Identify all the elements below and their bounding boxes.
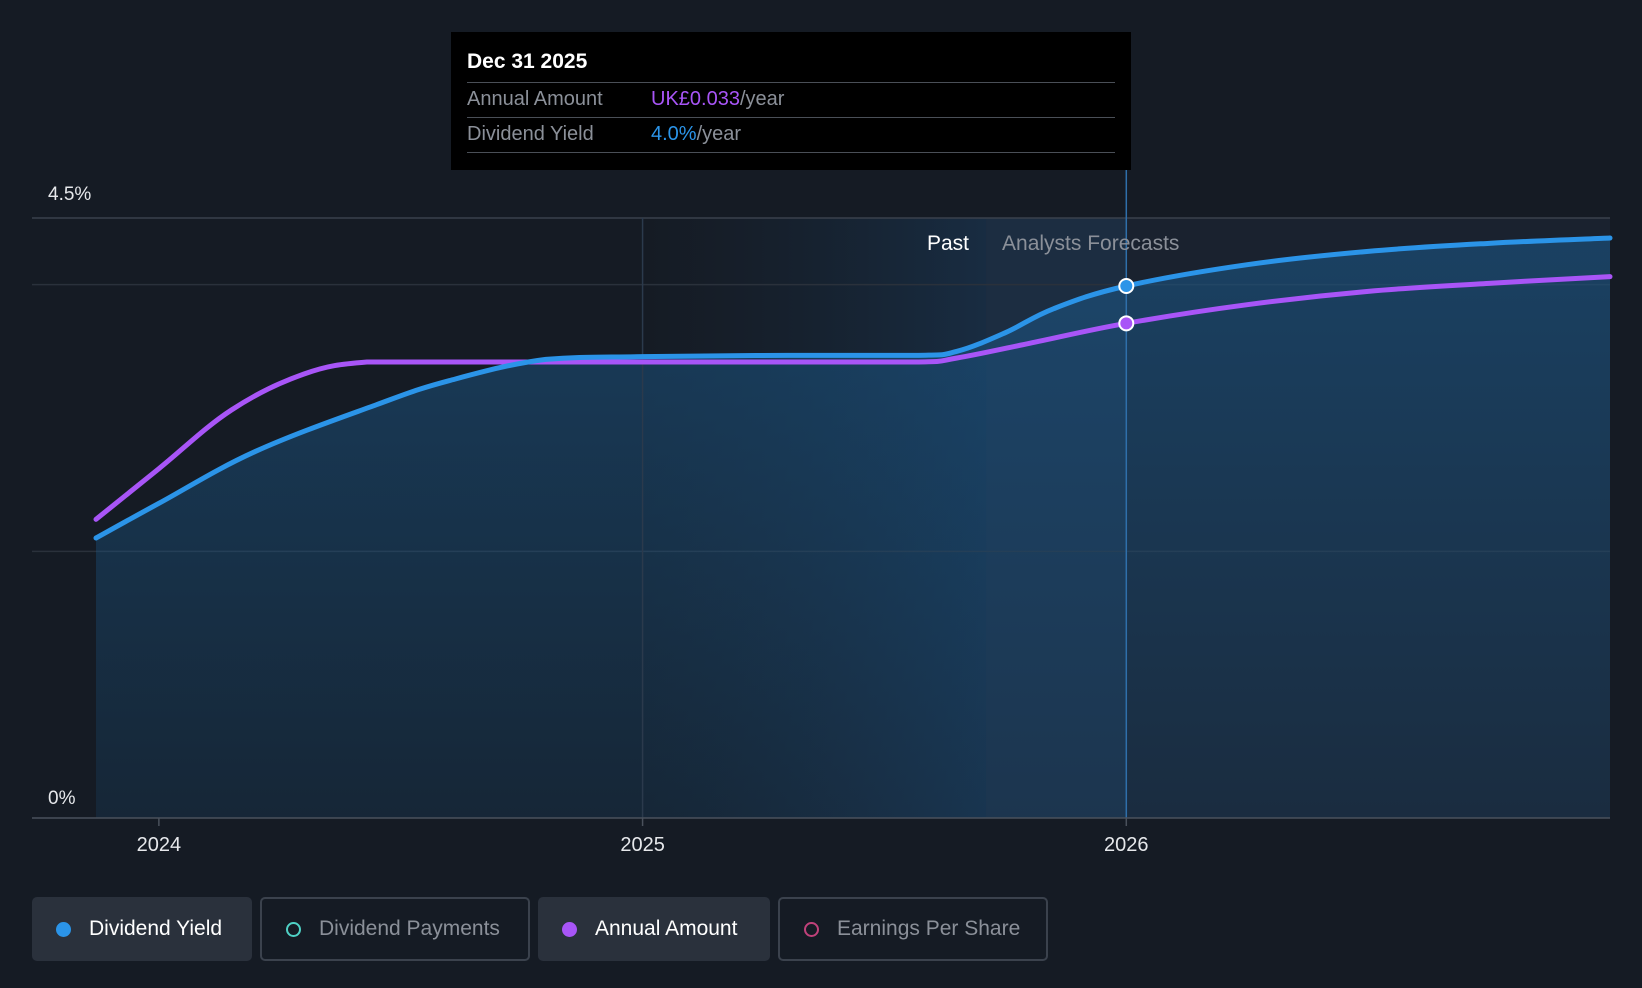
tooltip-row-annual-amount: Annual Amount UK£0.033 /year bbox=[467, 82, 1115, 117]
chart-tooltip: Dec 31 2025 Annual Amount UK£0.033 /year… bbox=[451, 32, 1131, 170]
tooltip-value: UK£0.033 bbox=[651, 88, 740, 110]
filled-circle-icon bbox=[56, 921, 71, 937]
y-tick-label: 4.5% bbox=[48, 184, 91, 205]
y-tick-label: 0% bbox=[48, 788, 76, 809]
legend-label: Dividend Payments bbox=[319, 917, 500, 940]
legend-earnings-per-share[interactable]: Earnings Per Share bbox=[778, 897, 1048, 961]
tooltip-value: 4.0% bbox=[651, 123, 697, 145]
dividend-chart: 0% 4.5% 2024 2025 2026 Past Analysts Forecasts bbox=[32, 170, 1613, 856]
legend-annual-amount[interactable]: Annual Amount bbox=[538, 897, 770, 961]
x-tick-label: 2025 bbox=[620, 834, 665, 856]
tooltip-row-dividend-yield: Dividend Yield 4.0% /year bbox=[467, 117, 1115, 153]
filled-circle-icon bbox=[562, 921, 577, 937]
past-label: Past bbox=[927, 232, 969, 255]
forecast-label: Analysts Forecasts bbox=[1002, 232, 1179, 255]
legend-label: Dividend Yield bbox=[89, 917, 223, 940]
legend-dividend-payments[interactable]: Dividend Payments bbox=[260, 897, 530, 961]
legend-dividend-yield[interactable]: Dividend Yield bbox=[32, 897, 252, 961]
tooltip-suffix: /year bbox=[696, 123, 742, 145]
legend-label: Earnings Per Share bbox=[837, 917, 1021, 940]
dividend-yield-line bbox=[93, 235, 1613, 541]
hollow-circle-icon bbox=[804, 921, 819, 937]
tooltip-label: Dividend Yield bbox=[467, 123, 594, 145]
hover-point bbox=[1118, 278, 1135, 294]
dividend-yield-area bbox=[96, 238, 1610, 818]
tooltip-date: Dec 31 2025 bbox=[467, 50, 588, 73]
x-tick-label: 2026 bbox=[1104, 834, 1149, 856]
legend-label: Annual Amount bbox=[595, 917, 738, 940]
hollow-circle-icon bbox=[286, 921, 301, 937]
x-tick-label: 2024 bbox=[137, 834, 182, 856]
annual-amount-line bbox=[93, 274, 1613, 522]
tooltip-suffix: /year bbox=[739, 88, 785, 110]
hover-point bbox=[1118, 315, 1135, 332]
tooltip-label: Annual Amount bbox=[467, 88, 603, 110]
